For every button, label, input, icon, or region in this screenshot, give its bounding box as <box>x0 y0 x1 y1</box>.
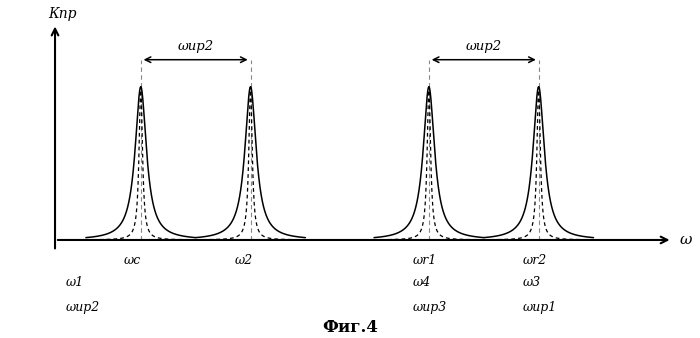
Text: ωup2: ωup2 <box>178 40 214 53</box>
Text: ω3: ω3 <box>523 276 541 289</box>
Text: ωr2: ωr2 <box>523 254 547 267</box>
Text: ω1: ω1 <box>65 276 83 289</box>
Text: ωup3: ωup3 <box>413 301 447 314</box>
Text: ω2: ω2 <box>234 254 253 267</box>
Text: ωr1: ωr1 <box>413 254 438 267</box>
Text: ωc: ωc <box>124 254 141 267</box>
Text: Кпр: Кпр <box>48 7 77 21</box>
Text: ω4: ω4 <box>413 276 431 289</box>
Text: ωup1: ωup1 <box>523 301 557 314</box>
Text: ωup2: ωup2 <box>466 40 502 53</box>
Text: ωup2: ωup2 <box>65 301 99 314</box>
Text: ω: ω <box>679 233 692 247</box>
Text: Фиг.4: Фиг.4 <box>322 319 378 336</box>
